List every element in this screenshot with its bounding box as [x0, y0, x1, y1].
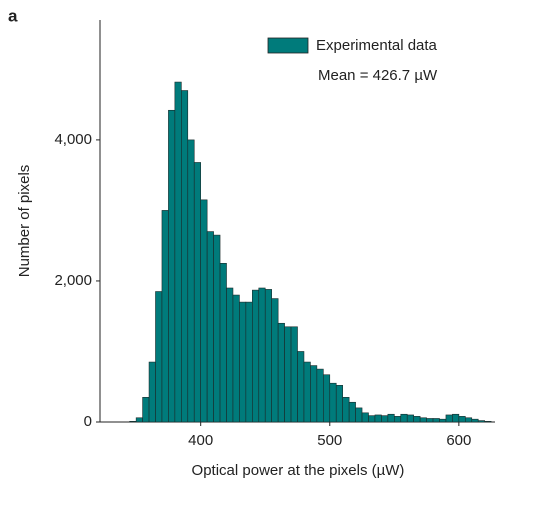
panel-label: a [8, 6, 18, 25]
bar [342, 397, 350, 423]
bar [381, 415, 389, 423]
bar [232, 294, 240, 423]
bar [148, 361, 156, 423]
bar [155, 291, 163, 423]
bar [477, 420, 485, 423]
bar [193, 162, 201, 423]
bar [303, 361, 311, 423]
bar [226, 287, 234, 423]
bar [252, 289, 260, 423]
y-tick-label: 4,000 [54, 131, 92, 148]
bar [400, 413, 408, 423]
bar [187, 139, 195, 423]
bar [458, 416, 466, 423]
bar [335, 385, 343, 423]
bar [452, 413, 460, 423]
bar [258, 287, 266, 423]
bar [264, 289, 272, 423]
bar [284, 326, 292, 423]
bar [419, 417, 427, 423]
bar [374, 414, 382, 423]
x-tick-label: 600 [446, 432, 471, 449]
bar [471, 418, 479, 423]
bar [323, 374, 331, 423]
bar [355, 407, 363, 423]
bar [239, 301, 247, 423]
bar [368, 415, 376, 423]
bar [361, 412, 369, 423]
x-tick-label: 500 [317, 432, 342, 449]
bar [310, 365, 318, 423]
legend-label: Experimental data [316, 37, 438, 54]
bar [174, 81, 182, 423]
bar [142, 397, 150, 423]
bar [413, 416, 421, 423]
x-tick-label: 400 [188, 432, 213, 449]
annotation: Mean = 426.7 µW [318, 67, 438, 84]
bar [329, 382, 337, 423]
bar [445, 414, 453, 423]
bar [245, 301, 253, 423]
y-tick-label: 2,000 [54, 272, 92, 289]
bar [271, 298, 279, 423]
bar [394, 416, 402, 423]
bar [316, 368, 324, 423]
bar [290, 326, 298, 423]
bar [206, 231, 214, 423]
bar [161, 210, 169, 423]
legend-swatch [267, 37, 309, 54]
bar [297, 351, 305, 423]
bar [168, 109, 176, 423]
bar [348, 401, 356, 423]
y-tick-label: 0 [84, 413, 92, 430]
bar [200, 199, 208, 423]
bar [277, 322, 285, 423]
bar [213, 234, 221, 423]
bar [406, 414, 414, 423]
bar [387, 413, 395, 423]
bar [484, 420, 492, 423]
x-axis-label: Optical power at the pixels (µW) [192, 462, 405, 479]
y-axis-label: Number of pixels [16, 165, 33, 278]
bar [432, 418, 440, 423]
bar [465, 417, 473, 423]
bar [219, 263, 227, 423]
bar [181, 90, 189, 423]
bar [135, 417, 143, 423]
bar [426, 418, 434, 423]
bar [439, 418, 447, 423]
bar [129, 420, 137, 423]
